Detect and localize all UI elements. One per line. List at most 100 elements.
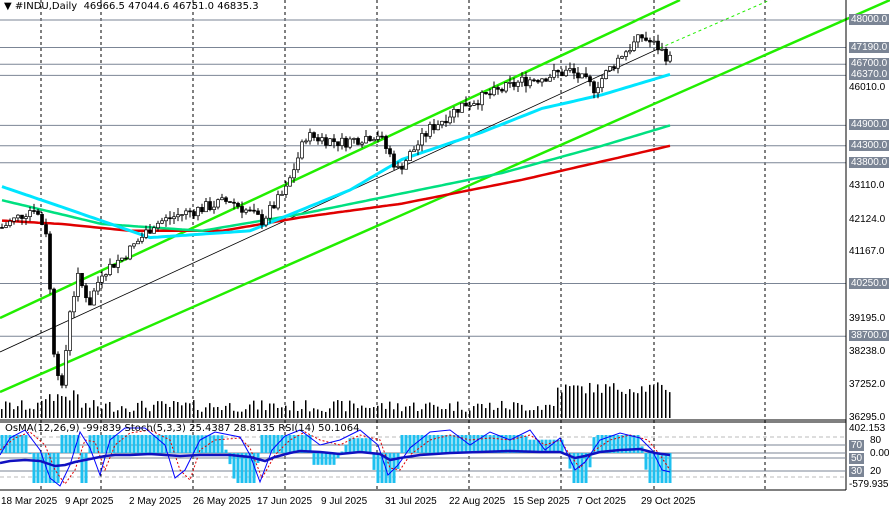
osma-bar xyxy=(84,453,88,483)
osma-bar xyxy=(600,435,604,453)
volume-bar xyxy=(149,411,151,418)
osma-bar xyxy=(376,453,380,483)
volume-bar xyxy=(181,405,183,418)
candle-body xyxy=(484,92,488,95)
volume-bar xyxy=(193,400,195,418)
candle-body xyxy=(172,216,176,220)
osma-bar xyxy=(664,453,668,483)
osma-bar xyxy=(568,453,572,469)
volume-bar xyxy=(645,391,647,418)
volume-bar xyxy=(577,385,579,418)
osma-bar xyxy=(504,435,508,453)
osma-bar xyxy=(288,435,292,453)
osma-bar xyxy=(636,435,640,453)
candle-body xyxy=(592,81,596,94)
volume-bar xyxy=(201,411,203,418)
price-level-label: 43800.0 xyxy=(849,156,890,168)
candle-body xyxy=(16,214,20,219)
candle-body xyxy=(304,140,308,143)
volume-bar xyxy=(273,403,275,418)
osma-bar xyxy=(448,435,452,453)
candle-body xyxy=(648,40,652,43)
volume-bar xyxy=(417,410,419,418)
candle-body xyxy=(536,79,540,83)
volume-bar xyxy=(581,386,583,418)
volume-bar xyxy=(657,382,659,418)
osma-bar xyxy=(228,453,232,465)
indicator-axis-min: -579.935 xyxy=(849,479,889,490)
volume-bar xyxy=(513,402,515,418)
volume-bar xyxy=(449,403,451,418)
price-tick-label: 43110.0 xyxy=(849,180,885,192)
date-label: 17 Jun 2025 xyxy=(257,496,313,507)
osma-bar xyxy=(388,453,392,483)
volume-bar xyxy=(421,409,423,418)
osma-bar xyxy=(556,439,560,453)
volume-bar xyxy=(165,403,167,418)
candle-body xyxy=(344,137,348,148)
candle-body xyxy=(448,116,452,124)
osma-bar xyxy=(164,435,168,453)
trend-line-extension[interactable] xyxy=(659,0,771,49)
collapse-arrow-icon[interactable]: ▼ xyxy=(4,1,12,12)
volume-bar xyxy=(465,411,467,418)
indicator-panel[interactable] xyxy=(0,427,846,487)
osma-bar xyxy=(328,453,332,465)
osma-bar xyxy=(544,439,548,453)
candle-body xyxy=(136,240,140,245)
osma-bar xyxy=(240,453,244,483)
volume-bar xyxy=(77,394,79,418)
volume-bar xyxy=(397,403,399,418)
candle-body xyxy=(508,82,512,84)
candle-body xyxy=(596,87,600,94)
volume-bar xyxy=(517,402,519,418)
trend-line[interactable] xyxy=(0,47,661,353)
price-tick-label: 42124.0 xyxy=(849,213,886,225)
osma-bar xyxy=(332,453,336,465)
osma-bar xyxy=(508,435,512,453)
osma-bar xyxy=(292,435,296,453)
volume-bar xyxy=(633,392,635,418)
candle-body xyxy=(140,236,144,242)
candle-body xyxy=(384,136,388,149)
volume-bar xyxy=(625,393,627,418)
volume-bar xyxy=(629,389,631,418)
volume-bar xyxy=(569,386,571,418)
candle-body xyxy=(572,68,576,74)
candle-body xyxy=(324,137,328,146)
candle-body xyxy=(264,217,268,226)
candle-body xyxy=(272,205,276,209)
osma-bar xyxy=(464,435,468,453)
ma50-line[interactable] xyxy=(1,72,671,240)
candle-body xyxy=(420,133,424,146)
volume-bar xyxy=(549,404,551,418)
volume-bar xyxy=(413,402,415,418)
stoch-main-line xyxy=(0,427,671,487)
candle-body xyxy=(120,257,124,261)
candle-body xyxy=(276,194,280,209)
volume-bar xyxy=(177,402,179,418)
osma-bar xyxy=(468,435,472,453)
candle-body xyxy=(280,194,284,196)
candle-body xyxy=(516,81,520,87)
candle-body xyxy=(528,79,532,87)
volume-bar xyxy=(493,409,495,418)
candle-body xyxy=(472,103,476,106)
ma200-line[interactable] xyxy=(1,144,671,233)
volume-bar xyxy=(473,406,475,418)
osma-bar xyxy=(488,435,492,453)
volume-bar xyxy=(113,411,115,418)
volume-bar xyxy=(341,401,343,418)
price-tick-label: 39195.0 xyxy=(849,313,886,325)
osma-bar xyxy=(364,438,368,453)
volume-bar xyxy=(69,400,71,418)
candle-body xyxy=(332,138,336,143)
osma-bar xyxy=(20,435,24,453)
osma-bar xyxy=(520,435,524,453)
date-label: 9 Apr 2025 xyxy=(65,496,114,507)
volume-bar xyxy=(617,389,619,418)
price-level-label: 44300.0 xyxy=(849,139,890,151)
osma-bar xyxy=(420,435,424,453)
candle-body xyxy=(376,135,380,140)
